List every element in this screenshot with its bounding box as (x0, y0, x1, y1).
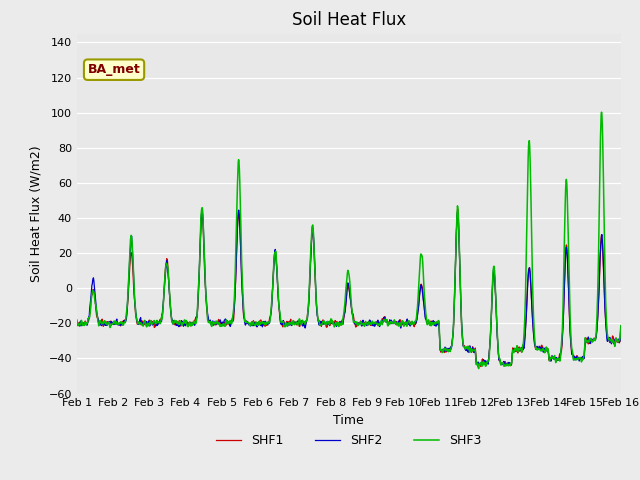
SHF3 (598, 109, 605, 115)
Line: SHF1: SHF1 (77, 209, 621, 367)
SHF2 (434, 321, 442, 327)
Title: Soil Heat Flux: Soil Heat Flux (292, 11, 406, 29)
SHF3 (180, 317, 188, 323)
Line: SHF2: SHF2 (77, 210, 621, 366)
SHF2 (502, 363, 509, 369)
SHF2 (505, 360, 513, 366)
SHF1 (477, 364, 484, 370)
SHF1 (194, 304, 202, 310)
SHF1 (454, 206, 461, 212)
SHF3 (475, 366, 483, 372)
SHF3 (617, 323, 625, 328)
SHF1 (433, 320, 441, 326)
SHF3 (505, 362, 513, 368)
SHF3 (553, 357, 561, 363)
X-axis label: Time: Time (333, 414, 364, 427)
Legend: SHF1, SHF2, SHF3: SHF1, SHF2, SHF3 (211, 429, 486, 452)
SHF3 (194, 301, 202, 307)
SHF3 (433, 320, 441, 326)
SHF2 (553, 356, 561, 362)
SHF1 (73, 318, 81, 324)
Line: SHF3: SHF3 (77, 112, 621, 369)
SHF1 (553, 357, 561, 362)
SHF2 (617, 326, 625, 332)
SHF2 (235, 207, 243, 213)
SHF1 (505, 362, 513, 368)
SHF2 (73, 321, 81, 327)
SHF2 (255, 322, 263, 327)
SHF1 (180, 320, 188, 326)
SHF2 (194, 301, 202, 307)
Y-axis label: Soil Heat Flux (W/m2): Soil Heat Flux (W/m2) (30, 145, 43, 282)
SHF2 (180, 321, 188, 326)
SHF3 (73, 317, 81, 323)
Text: BA_met: BA_met (88, 63, 140, 76)
SHF3 (255, 320, 262, 326)
SHF1 (255, 322, 262, 327)
SHF1 (617, 324, 625, 329)
